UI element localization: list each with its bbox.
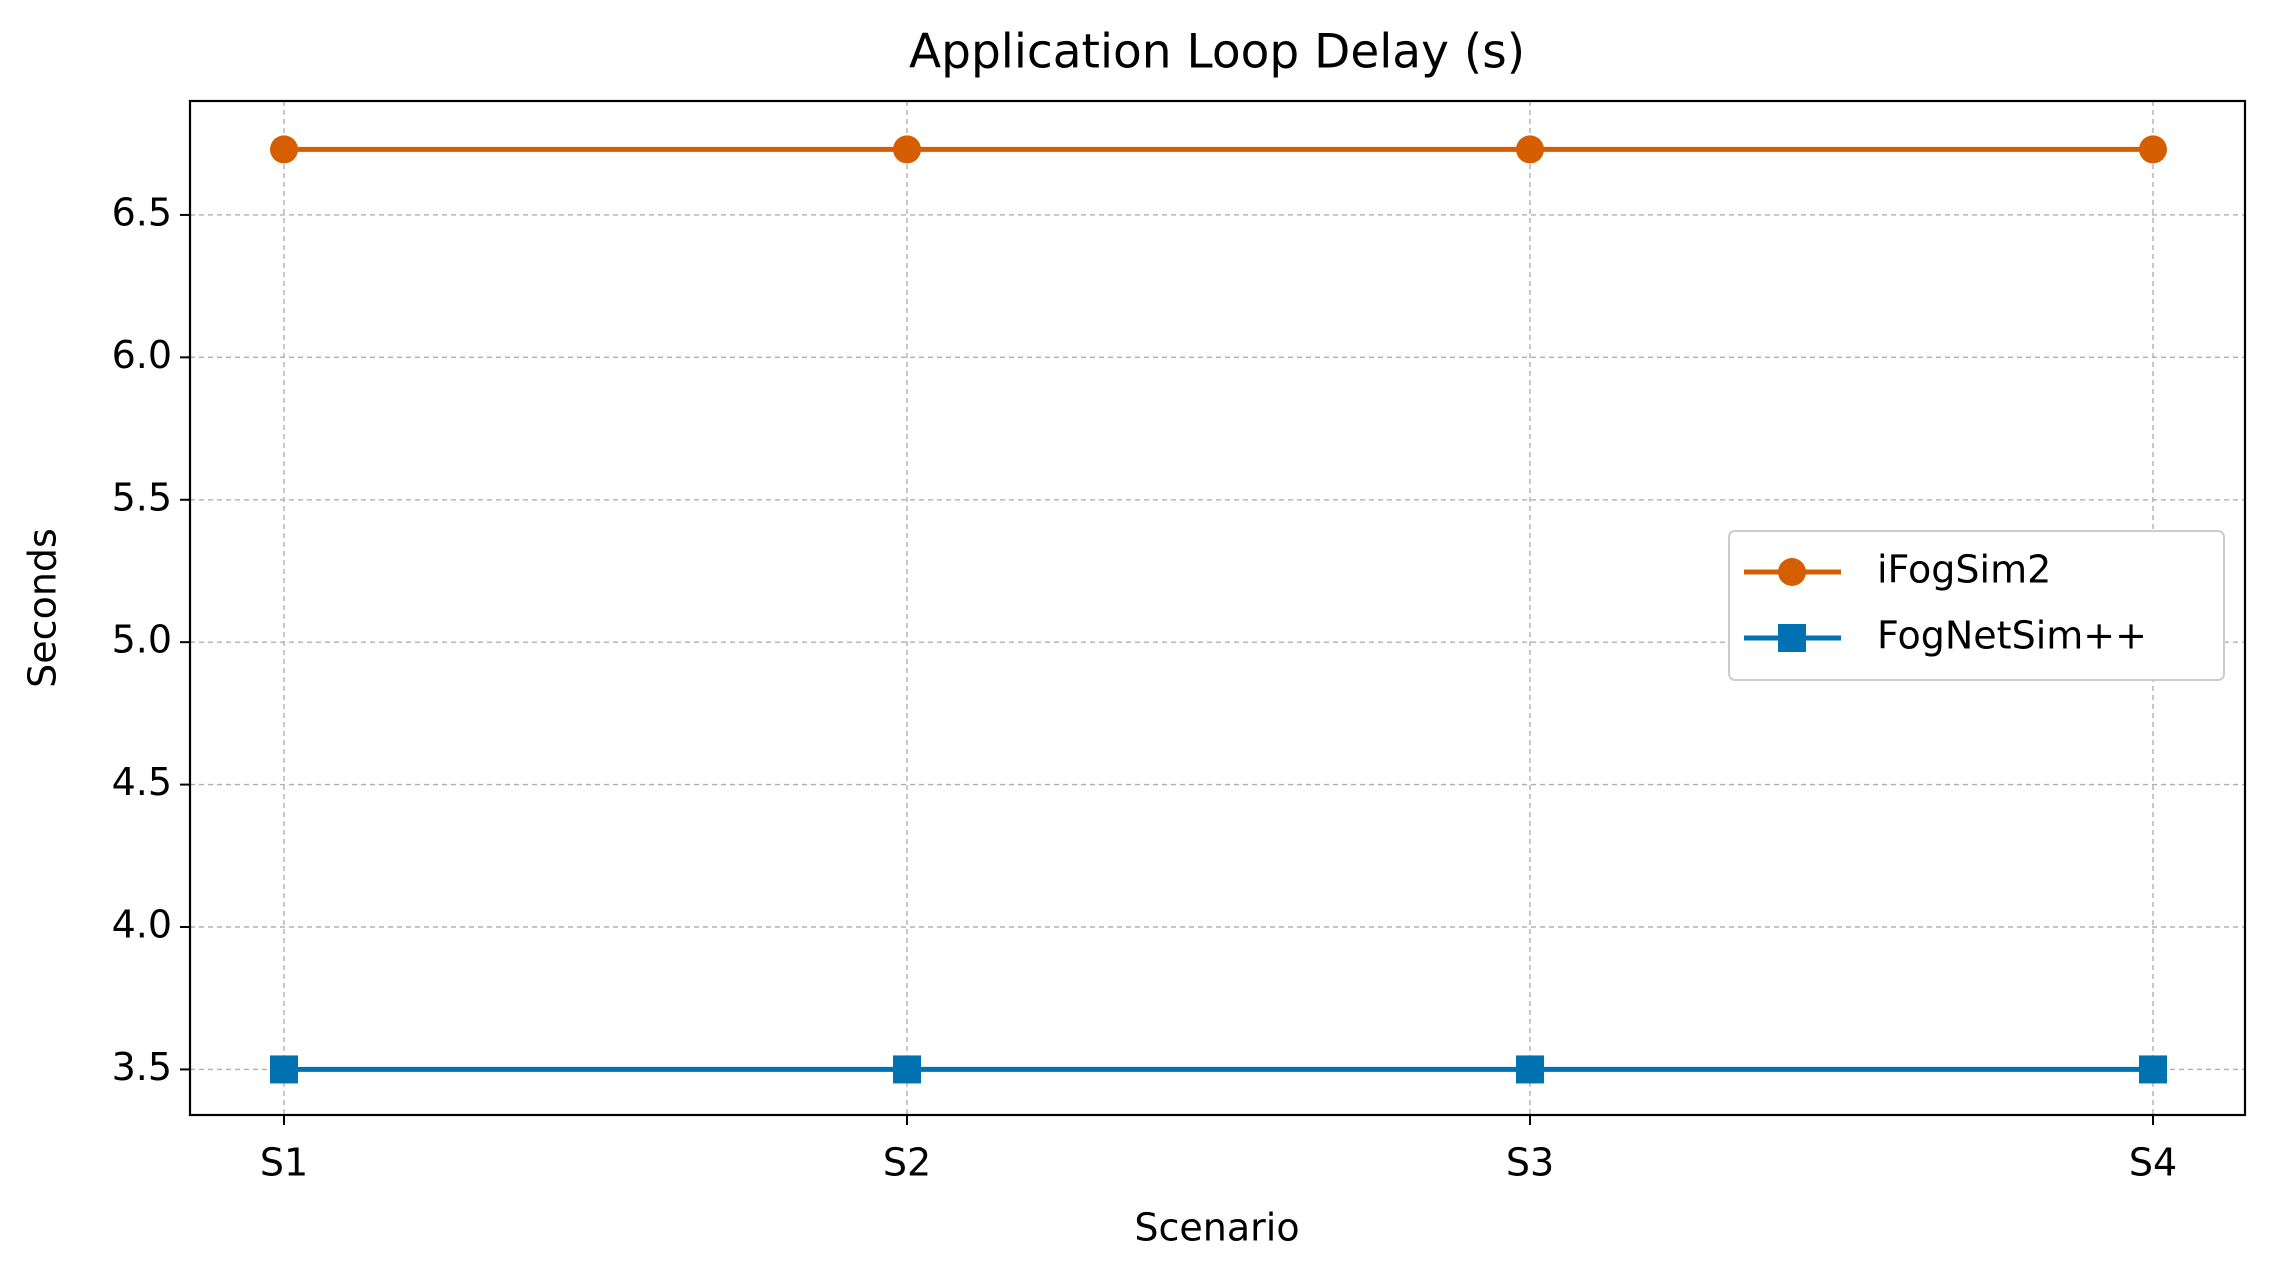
- legend-marker: [1778, 624, 1806, 652]
- legend-label: FogNetSim++: [1877, 614, 2147, 658]
- data-point: [270, 1055, 298, 1084]
- data-point: [270, 135, 298, 164]
- legend-marker: [1778, 558, 1806, 586]
- x-tick-label: S1: [260, 1141, 308, 1185]
- data-point: [1516, 135, 1544, 164]
- y-tick-label: 6.0: [112, 333, 172, 377]
- x-tick-label: S3: [1506, 1141, 1554, 1185]
- x-tick-label: S4: [2129, 1141, 2177, 1185]
- data-point: [893, 135, 921, 164]
- legend-box: [1728, 530, 2225, 681]
- legend-label: iFogSim2: [1877, 548, 2051, 592]
- y-tick-label: 5.5: [112, 475, 172, 519]
- x-tick-label: S2: [883, 1141, 931, 1185]
- data-point: [893, 1055, 921, 1084]
- data-point: [1516, 1055, 1544, 1084]
- y-tick-label: 5.0: [112, 618, 172, 662]
- y-tick-label: 3.5: [112, 1045, 172, 1089]
- data-point: [2139, 135, 2167, 164]
- x-axis-label: Scenario: [1134, 1206, 1299, 1250]
- y-tick-label: 4.5: [112, 760, 172, 804]
- y-tick-label: 4.0: [112, 903, 172, 947]
- y-axis-label: Seconds: [21, 528, 65, 688]
- plot-frame: [188, 99, 2247, 1117]
- data-point: [2139, 1055, 2167, 1084]
- y-tick-label: 6.5: [112, 190, 172, 234]
- chart-title: Application Loop Delay (s): [909, 25, 1525, 80]
